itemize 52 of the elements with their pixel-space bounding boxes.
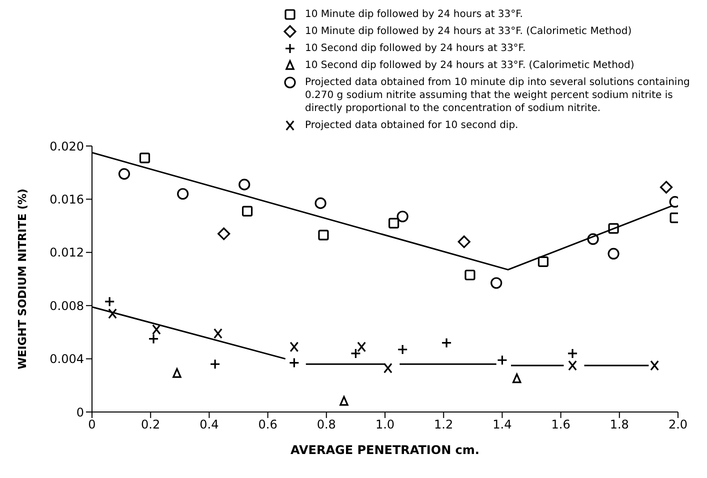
point — [214, 328, 222, 339]
x-tick-label: 0.8 — [316, 418, 336, 432]
point — [608, 248, 620, 260]
point — [568, 360, 577, 371]
x-tick-label: 1.8 — [610, 418, 629, 432]
point — [357, 342, 366, 352]
legend-label: 10 Minute dip followed by 24 hours at 33°F. — [305, 8, 523, 21]
point — [314, 197, 326, 209]
x-tick-label: 0.4 — [200, 418, 219, 432]
point — [118, 168, 130, 180]
point — [290, 342, 299, 352]
point — [538, 256, 549, 268]
point — [458, 235, 470, 248]
x-tick-label: 1.6 — [551, 418, 570, 432]
point — [388, 218, 400, 228]
legend-label: Projected data obtained for 10 second dip. — [305, 119, 518, 132]
point — [608, 223, 619, 234]
x-tick-label: 0 — [88, 418, 96, 432]
y-tick-label: 0.008 — [50, 298, 84, 313]
y-tick-label: 0.012 — [50, 246, 84, 260]
x-tick-label: 0.6 — [258, 418, 278, 432]
point — [318, 230, 329, 240]
point — [172, 368, 182, 378]
legend-label: 10 Second dip followed by 24 hours at 33°F. (Calorimetic Method) — [305, 59, 634, 72]
point — [650, 360, 659, 371]
y-tick-label: 0 — [76, 405, 84, 420]
x-tick-label: 2.0 — [668, 418, 688, 432]
x-tick-label: 1.0 — [375, 418, 395, 432]
point — [512, 373, 522, 384]
x-axis-title: AVERAGE PENETRATION cm. — [290, 443, 480, 457]
point — [242, 206, 253, 216]
x-tick-label: 0.2 — [141, 418, 160, 432]
legend-label: 10 Minute dip followed by 24 hours at 33°F. (Calorimetic Method) — [305, 25, 632, 38]
point — [218, 227, 230, 240]
y-tick-label: 0.004 — [50, 352, 84, 366]
point — [139, 152, 150, 164]
point — [340, 396, 348, 406]
point — [238, 178, 250, 190]
x-tick-label: 1.4 — [492, 418, 512, 432]
y-tick-label: 0.016 — [50, 192, 84, 206]
legend-label: 10 Second dip followed by 24 hours at 33°F. — [305, 42, 526, 55]
point — [490, 277, 502, 289]
point — [152, 324, 161, 335]
point — [660, 180, 673, 194]
x-tick-label: 1.2 — [434, 418, 454, 432]
y-tick-label: 0.020 — [50, 139, 84, 154]
point — [177, 188, 189, 200]
y-axis-title: WEIGHT SODIUM NITRITE (%) — [16, 188, 29, 370]
point — [396, 210, 408, 222]
point — [464, 270, 476, 280]
point — [587, 233, 599, 245]
legend-label: Projected data obtained from 10 minute dip into several solutions containing 0.270 g sodium nitrite assuming that the weight percent sodium nitrite is directly proportional to the concentration of sodium nitrite. — [305, 76, 691, 115]
